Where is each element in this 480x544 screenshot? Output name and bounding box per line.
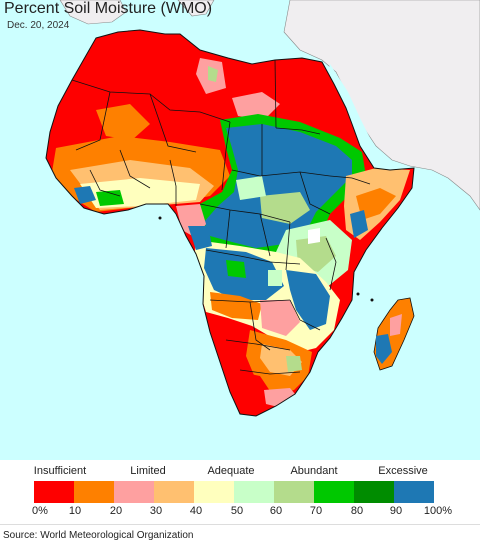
iberia-land [59, 0, 127, 25]
legend-tick: 10 [68, 505, 82, 517]
source-credit: Source: World Meteorological Organizatio… [3, 530, 194, 541]
madagascar-inner [390, 314, 402, 336]
legend-swatch-4 [194, 481, 234, 503]
legend-tick: 30 [149, 505, 163, 517]
legend-swatch-5 [234, 481, 274, 503]
legend-tick: 0% [32, 505, 48, 517]
legend-swatch-6 [274, 481, 314, 503]
legend-swatch-2 [114, 481, 154, 503]
soil-moisture-map [0, 0, 480, 460]
legend-swatch-9 [394, 481, 434, 503]
page-title: Percent Soil Moisture (WMO) [4, 0, 213, 17]
legend-swatch-8 [354, 481, 394, 503]
island [356, 292, 360, 296]
legend-swatch-1 [74, 481, 114, 503]
legend-category-label: Limited [130, 465, 166, 477]
legend-category-label: Adequate [207, 465, 255, 477]
red-sea [328, 64, 384, 162]
legend-tick: 50 [230, 505, 244, 517]
island [158, 216, 162, 220]
italy-land [177, 0, 215, 17]
legend-tick: 90 [389, 505, 403, 517]
legend-category-label: Excessive [378, 465, 428, 477]
legend-tick: 80 [350, 505, 364, 517]
legend-swatch-7 [314, 481, 354, 503]
madagascar-west [376, 334, 392, 364]
legend-category-label: Abundant [290, 465, 338, 477]
legend-tick: 70 [309, 505, 323, 517]
legend-category-label: Insufficient [33, 465, 87, 477]
legend-tick: 60 [269, 505, 283, 517]
legend-swatch-0 [34, 481, 74, 503]
legend-swatch-3 [154, 481, 194, 503]
legend-color-bar [34, 481, 434, 503]
middle-east-land [283, 0, 480, 211]
country-borders [71, 59, 371, 375]
legend-tick: 100% [423, 505, 453, 517]
footer-divider [0, 524, 480, 525]
island [370, 298, 374, 302]
legend-tick: 40 [189, 505, 203, 517]
map-date: Dec. 20, 2024 [7, 20, 70, 31]
legend-tick: 20 [109, 505, 123, 517]
